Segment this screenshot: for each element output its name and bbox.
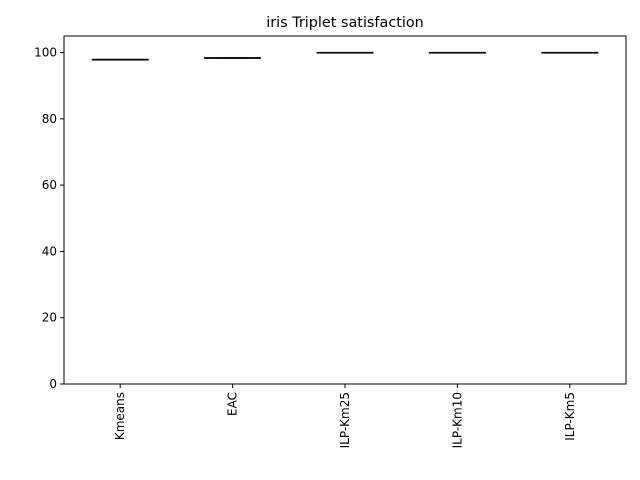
y-tick-label-40: 40 bbox=[42, 244, 57, 258]
box-3 bbox=[428, 51, 486, 54]
y-tick-label-100: 100 bbox=[34, 46, 57, 60]
chart-title: iris Triplet satisfaction bbox=[266, 15, 424, 31]
box-1 bbox=[204, 57, 262, 59]
y-axis: 0 20 40 60 80 100 bbox=[34, 46, 64, 391]
y-tick-label-0: 0 bbox=[49, 377, 57, 391]
y-tick-label-80: 80 bbox=[42, 112, 57, 126]
axes-frame bbox=[63, 35, 627, 385]
box-4 bbox=[541, 51, 599, 54]
x-tick-label-4: ILP-Km5 bbox=[563, 392, 577, 441]
x-axis: Kmeans EAC ILP-Km25 ILP-Km10 ILP-Km5 bbox=[113, 384, 577, 448]
box-2 bbox=[316, 51, 374, 54]
box-0 bbox=[91, 58, 149, 61]
plot-area bbox=[91, 51, 599, 61]
y-tick-label-20: 20 bbox=[42, 311, 57, 325]
x-tick-label-0: Kmeans bbox=[113, 392, 127, 440]
y-tick-label-60: 60 bbox=[42, 178, 57, 192]
x-tick-label-2: ILP-Km25 bbox=[338, 392, 352, 448]
x-tick-label-1: EAC bbox=[226, 392, 240, 416]
x-tick-label-3: ILP-Km10 bbox=[450, 392, 464, 448]
